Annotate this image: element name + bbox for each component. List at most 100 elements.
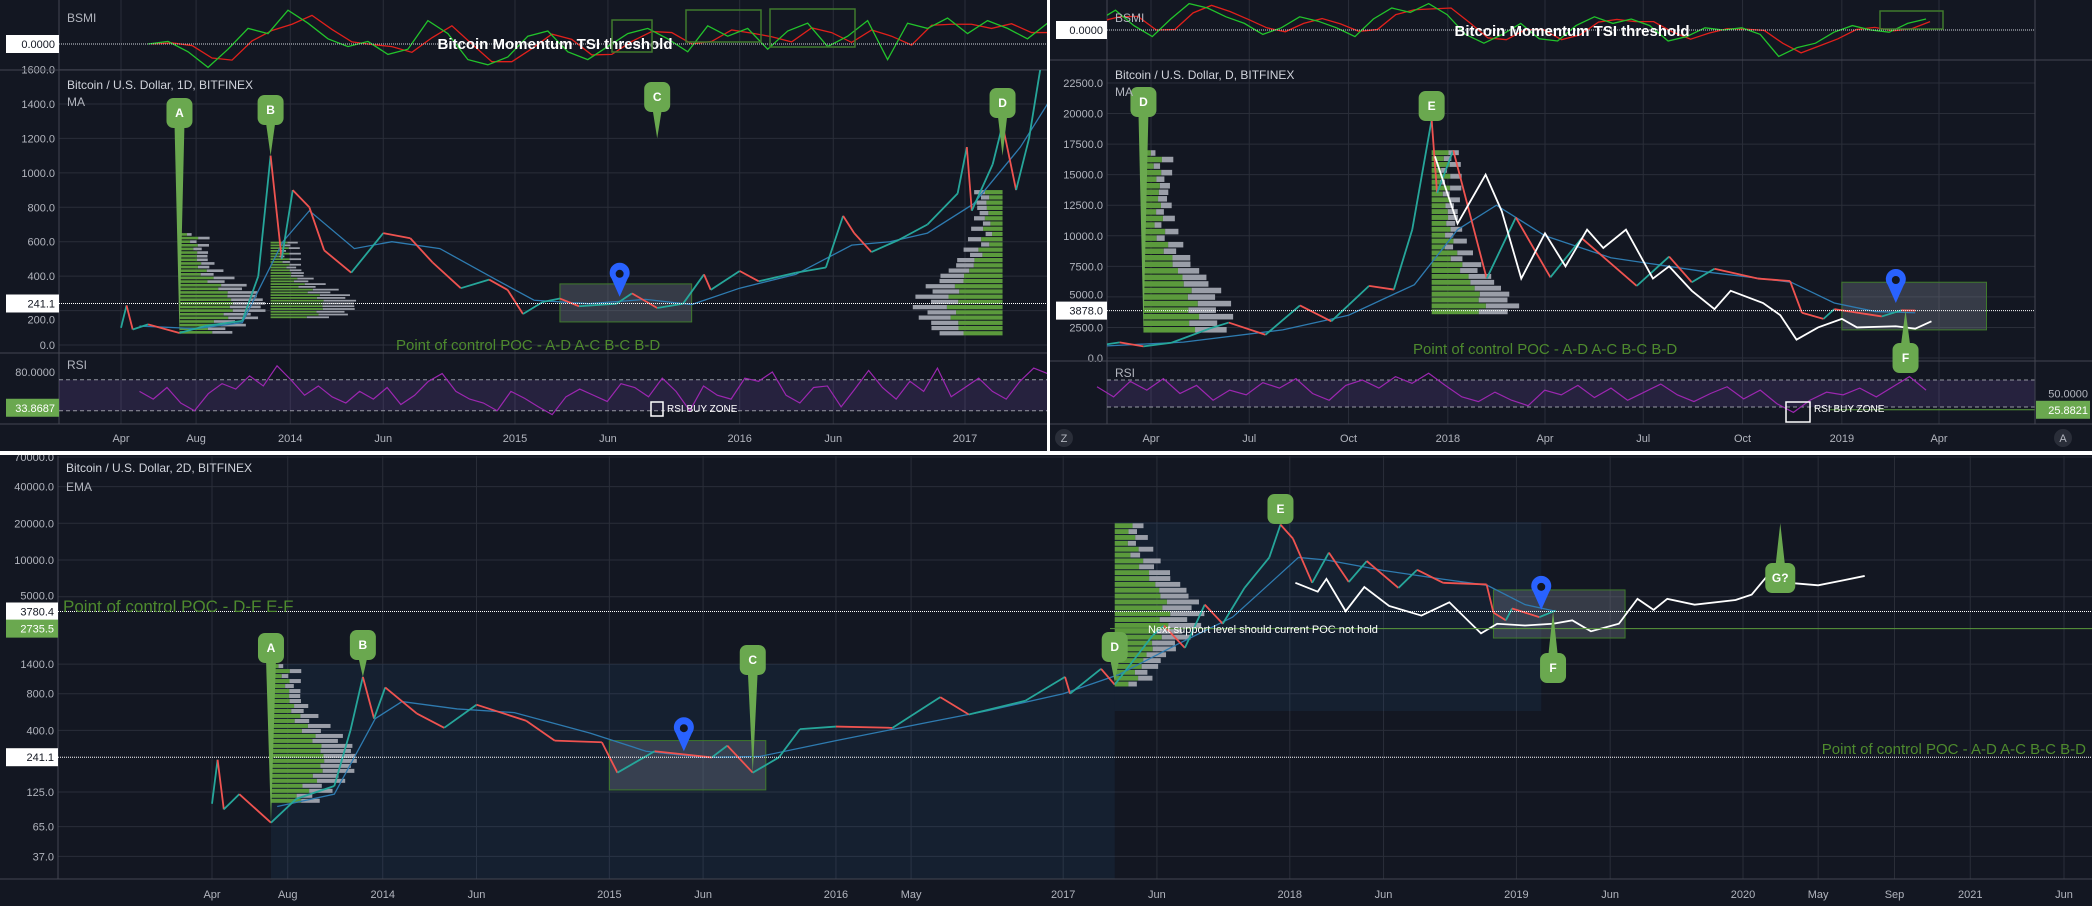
volume-bar-down <box>302 783 322 788</box>
volume-bar-up <box>984 190 1003 195</box>
volume-bar-up <box>270 299 324 302</box>
volume-bar-down <box>1163 248 1177 254</box>
volume-bar-up <box>1431 167 1442 173</box>
volume-bar-up <box>1114 570 1150 576</box>
volume-bar-up <box>982 252 1003 258</box>
price-segment <box>1348 560 1368 583</box>
price-label-box <box>6 294 59 313</box>
price-segment <box>1549 237 1583 278</box>
volume-bar-down <box>931 325 959 331</box>
y-tick-label: 1400.0 <box>21 99 55 111</box>
volume-bar-up <box>270 718 295 723</box>
volume-bar-down <box>324 758 357 763</box>
volume-bar-down <box>1195 327 1227 333</box>
scale-toggle-button[interactable]: A <box>2054 429 2072 447</box>
volume-bar-up <box>1143 169 1162 176</box>
bsmi-label: BSMI <box>67 11 96 25</box>
volume-bar-down <box>232 309 266 312</box>
y-tick-label: 1400.0 <box>20 659 54 671</box>
price-segment <box>269 155 283 260</box>
annotation-B: B <box>257 95 284 156</box>
range-shade <box>270 664 1115 879</box>
price-segment <box>965 146 973 211</box>
volume-bar-down <box>1152 640 1175 646</box>
bsmi-zero-label: 0.0000 <box>21 39 55 51</box>
annotation-A: A <box>166 98 193 333</box>
rsi-band <box>1107 380 2035 407</box>
volume-bar-down <box>1158 189 1169 196</box>
volume-bar-up <box>179 254 197 258</box>
volume-bar-up <box>270 713 301 718</box>
volume-bar-down <box>1156 176 1165 182</box>
volume-bar-down <box>1445 232 1454 238</box>
volume-bar-down <box>1135 535 1148 540</box>
volume-bar-up <box>179 323 221 327</box>
x-tick-label: Jul <box>1242 433 1256 445</box>
volume-bar-down <box>1189 320 1218 327</box>
rsi-axis-label: 50.0000 <box>2048 389 2088 401</box>
x-tick-label: Jun <box>694 889 712 901</box>
scale-toggle-label: A <box>2059 433 2067 445</box>
y-tick-label: 12500.0 <box>1063 200 1103 212</box>
price-segment <box>799 725 837 730</box>
volume-bar-down <box>315 733 343 738</box>
volume-bar-down <box>1197 300 1232 307</box>
volume-bar-up <box>988 210 1003 216</box>
volume-bar-up <box>1114 535 1136 540</box>
fractal-projection-line <box>1434 156 1932 341</box>
price-segment <box>1171 327 1210 344</box>
x-tick-label: 2017 <box>953 433 977 445</box>
volume-bar-up <box>179 309 233 312</box>
volume-bar-down <box>1457 250 1473 256</box>
volume-bar-down <box>1449 197 1460 203</box>
volume-bar-up <box>1431 215 1449 220</box>
volume-bar-down <box>948 268 970 273</box>
price-label: 241.1 <box>27 298 55 310</box>
rsi-value-box <box>6 398 59 417</box>
price-segment <box>460 278 490 290</box>
volume-bar-down <box>1160 593 1189 599</box>
y-tick-label: 17500.0 <box>1063 139 1103 151</box>
volume-bar-up <box>270 302 323 305</box>
price-label-box <box>6 748 58 767</box>
y-tick-label: 20000.0 <box>1063 109 1103 121</box>
price-segment <box>654 750 712 759</box>
annotation-D: D <box>1101 632 1128 682</box>
volume-bar-up <box>270 728 302 733</box>
price-segment <box>132 323 149 331</box>
volume-bar-up <box>958 320 1003 325</box>
moving-average-line <box>1107 204 1916 347</box>
volume-bar-up <box>1114 640 1153 646</box>
volume-bar-up <box>1114 558 1144 564</box>
volume-bar-down <box>301 728 321 733</box>
x-tick-label: Apr <box>1930 433 1947 445</box>
price-segment <box>1243 556 1271 589</box>
volume-bar-up <box>1114 675 1139 681</box>
volume-bar-down <box>940 273 965 278</box>
price-segment <box>616 292 633 305</box>
volume-bar-down <box>1160 202 1172 209</box>
price-segment <box>1452 149 1488 279</box>
volume-bar-down <box>221 283 247 287</box>
price-segment <box>416 712 445 729</box>
volume-bar-up <box>270 313 319 316</box>
volume-bar-down <box>912 305 947 310</box>
price-segment <box>726 745 754 774</box>
volume-bar-up <box>1431 297 1479 303</box>
x-tick-label: Jun <box>2055 889 2073 901</box>
scale-toggle-button[interactable]: Z <box>1055 429 1073 447</box>
volume-bar-up <box>179 236 199 240</box>
x-tick-label: Jun <box>1375 889 1393 901</box>
price-segment <box>542 297 561 303</box>
volume-bar-down <box>201 262 215 265</box>
volume-bar-up <box>270 704 295 708</box>
volume-bar-down <box>1130 552 1141 558</box>
y-tick-label: 10000.0 <box>14 555 54 567</box>
volume-bar-up <box>270 285 299 288</box>
volume-bar-up <box>270 708 292 713</box>
price-segment <box>333 730 352 787</box>
volume-bar-up <box>270 694 290 699</box>
volume-bar-down <box>291 274 304 277</box>
volume-bar-up <box>1143 156 1162 163</box>
